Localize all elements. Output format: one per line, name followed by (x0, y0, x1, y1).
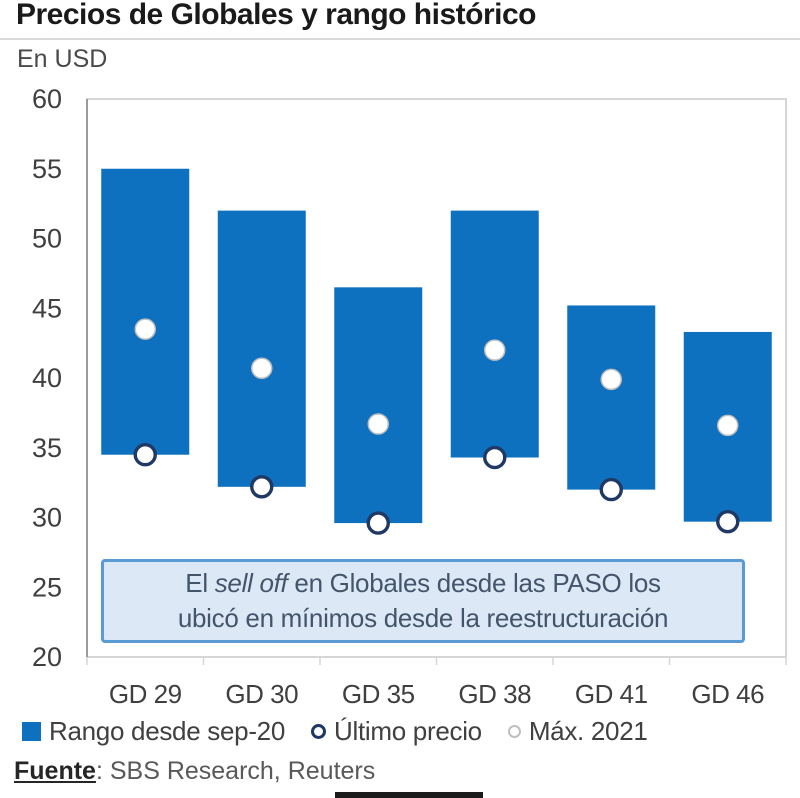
legend-item-rango: Rango desde sep-20 (22, 716, 285, 747)
x-category-label: GD 38 (458, 679, 531, 709)
max-2021-dot (251, 357, 273, 379)
max-2021-dot (134, 318, 156, 340)
max-2021-dot (367, 413, 389, 435)
x-category-label: GD 35 (342, 679, 415, 709)
title-divider (0, 38, 800, 40)
chart-subtitle: En USD (17, 45, 108, 73)
max-2021-dot (717, 414, 739, 437)
ultimo-precio-dot (599, 477, 623, 502)
y-tick-label: 35 (32, 433, 62, 463)
range-bar (567, 305, 656, 490)
y-tick-label: 25 (32, 572, 62, 602)
x-category-label: GD 29 (109, 679, 182, 709)
chart-title: Precios de Globales y rango histórico (16, 0, 537, 31)
source-label: Fuente (14, 757, 96, 785)
range-bar (101, 168, 190, 455)
max-2021-dot (484, 339, 506, 361)
annotation-box: El sell off en Globales desde las PASO l… (101, 559, 745, 643)
legend-label-rango: Rango desde sep-20 (49, 716, 286, 746)
max-2021-dot (600, 368, 622, 391)
y-tick-label: 45 (32, 293, 62, 323)
ultimo-precio-dot (366, 511, 390, 535)
ultimo-precio-dot (250, 475, 274, 499)
legend-item-max-2021: Máx. 2021 (507, 716, 648, 747)
legend-item-ultimo-precio: Último precio (311, 716, 482, 747)
chart-legend: Rango desde sep-20 Último precio Máx. 20… (22, 716, 798, 747)
source-text: : SBS Research, Reuters (95, 757, 376, 785)
range-bar (334, 287, 423, 524)
legend-label-ultimo-precio: Último precio (334, 716, 482, 746)
legend-label-max-2021: Máx. 2021 (528, 716, 648, 746)
annotation-italic-phrase: sell off (214, 567, 288, 598)
range-bar (450, 210, 539, 458)
range-bar (217, 210, 306, 487)
ultimo-precio-dot (483, 445, 507, 470)
y-tick-label: 30 (32, 503, 62, 533)
y-tick-label: 40 (32, 363, 62, 393)
range-square-icon (22, 722, 41, 741)
x-category-label: GD 46 (691, 679, 764, 709)
x-category-label: GD 41 (575, 679, 648, 709)
y-tick-label: 50 (32, 224, 62, 254)
ultimo-precio-dot (716, 509, 740, 534)
ultimo-precio-dot (133, 443, 157, 467)
max-2021-circle-icon (507, 725, 521, 738)
ultimo-precio-circle-icon (311, 724, 327, 739)
bottom-drag-handle (335, 792, 483, 798)
y-tick-label: 55 (32, 154, 62, 184)
x-category-label: GD 30 (225, 679, 298, 709)
y-tick-label: 60 (32, 84, 62, 114)
y-tick-label: 20 (32, 642, 62, 672)
source-line: Fuente: SBS Research, Reuters (14, 757, 375, 786)
annotation-line1: El sell off en Globales desde las PASO l… (185, 567, 661, 598)
annotation-line2: ubicó en mínimos desde la reestructuraci… (177, 603, 669, 633)
